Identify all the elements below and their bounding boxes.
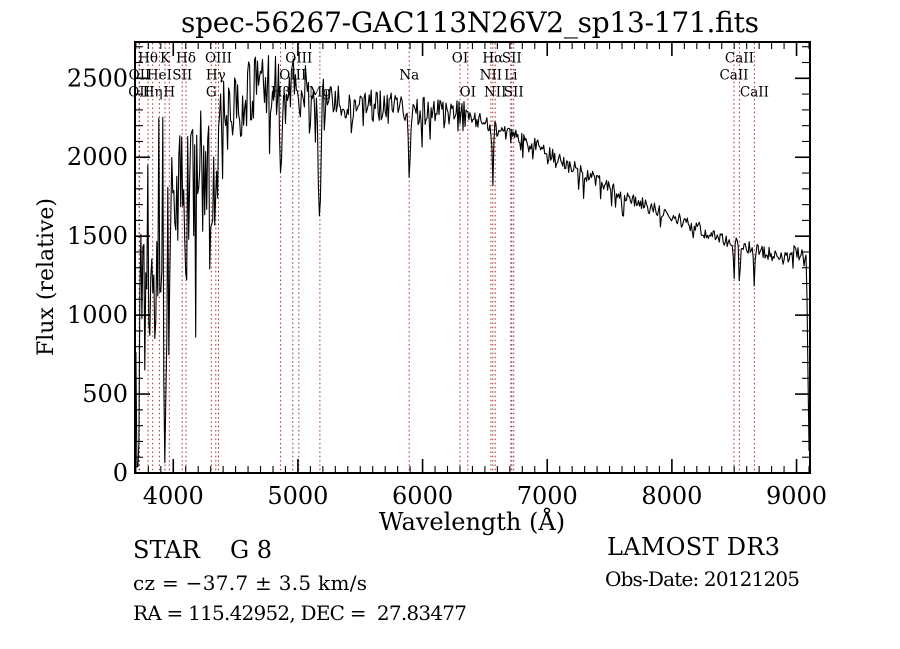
metadata-annotations: STAR G8 cz = −37.7 ± 3.5 km/s RA = 115.4… — [133, 533, 800, 625]
x-axis-label: Wavelength (Å) — [379, 507, 565, 536]
spectral-line-label: Li — [504, 68, 518, 84]
x-tick-label: 7000 — [517, 482, 578, 510]
x-tick-label: 9000 — [766, 482, 827, 510]
y-tick-label: 1500 — [67, 222, 128, 250]
spectral-line-label: SII — [502, 51, 522, 67]
x-tick-label: 4000 — [143, 482, 204, 510]
spectral-line-label: Hθ — [138, 51, 158, 67]
y-tick-label: 500 — [82, 380, 128, 408]
spectral-line-label: OI — [460, 85, 476, 101]
spectral-line-labels: OIIOIIHθHηHeIKHSIIHδGHγOIIIHβOIIIOIIIMgN… — [128, 51, 769, 101]
y-axis-label: Flux (relative) — [34, 198, 59, 356]
plot-frame — [134, 41, 811, 474]
plot-title: spec-56267-GAC113N26V2_sp13-171.fits — [181, 6, 759, 39]
spectral-line-label: OI — [452, 51, 468, 67]
spectral-line-label: OIII — [285, 51, 312, 67]
spectral-line-label: G — [206, 85, 217, 101]
spectral-line-label: Na — [399, 68, 419, 84]
spectral-line-label: K — [160, 51, 171, 67]
spectral-line-label: NII — [480, 68, 502, 84]
spectral-line-label: HeI — [147, 68, 172, 84]
classification-label: STAR — [133, 536, 201, 564]
subclass-label: G8 — [230, 536, 272, 564]
spectral-line-label: CaII — [740, 85, 769, 101]
ra-dec-value: RA = 115.42952, DEC = 27.83477 — [133, 601, 467, 625]
spectral-line-label: OIII — [205, 51, 232, 67]
spectrum-trace-group — [135, 55, 810, 468]
spectral-line-label: H — [163, 85, 175, 101]
axis-ticks — [135, 43, 810, 474]
spectral-line-markers — [138, 43, 755, 472]
axis-tick-labels: 4000 5000 6000 7000 8000 9000 0 500 1000 1500 2000… — [67, 64, 827, 510]
y-tick-label: 2500 — [67, 64, 128, 92]
spectral-line-label: Hδ — [176, 51, 196, 67]
spectral-line-label: SII — [172, 68, 192, 84]
survey-label: LAMOST DR3 — [607, 533, 780, 561]
spectral-line-label: NII — [484, 85, 506, 101]
y-tick-label: 2000 — [67, 143, 128, 171]
y-tick-label: 0 — [113, 459, 128, 487]
spectral-line-label: OII — [128, 85, 150, 101]
spectral-line-label: Hα — [482, 51, 503, 67]
spectral-line-label: CaII — [719, 68, 748, 84]
spectral-line-label: SII — [504, 85, 524, 101]
spectral-line-label: Hγ — [206, 68, 226, 84]
cz-value: cz = −37.7 ± 3.5 km/s — [133, 571, 367, 595]
x-tick-label: 8000 — [641, 482, 702, 510]
y-tick-label: 1000 — [67, 301, 128, 329]
obs-date-label: Obs-Date: 20121205 — [605, 567, 800, 591]
spectral-line-label: CaII — [725, 51, 754, 67]
x-tick-label: 5000 — [267, 482, 328, 510]
x-tick-label: 6000 — [392, 482, 453, 510]
spectral-line-label: Hη — [143, 85, 163, 101]
spectral-line-label: OIII — [279, 68, 306, 84]
spectrum-trace — [135, 55, 810, 468]
